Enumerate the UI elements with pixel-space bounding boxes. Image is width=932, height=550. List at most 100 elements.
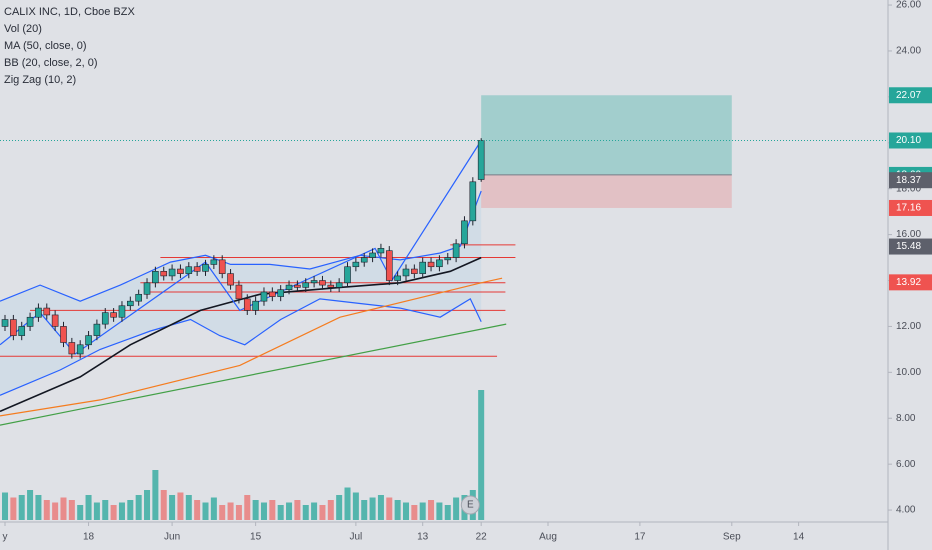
candle-body [377, 248, 385, 254]
candle-body [294, 284, 301, 288]
x-tick-label: 17 [634, 532, 646, 543]
legend-text: BB (20, close, 2, 0) [4, 57, 98, 69]
price-badge [889, 274, 932, 291]
indicator-line [0, 256, 482, 413]
volume-bar [235, 505, 242, 520]
volume-bar [260, 502, 267, 520]
candle-body [477, 140, 485, 180]
y-tick-label: 10.00 [896, 367, 921, 378]
volume-bar [327, 500, 334, 520]
candle-body [118, 305, 126, 318]
candle-body [327, 284, 335, 288]
candle-body [168, 268, 176, 277]
candle-body [452, 243, 460, 258]
volume-bar [10, 497, 17, 520]
candle-body [360, 257, 368, 263]
x-tick-label: 18 [83, 532, 95, 543]
candle-body [110, 312, 117, 318]
legend-text: Zig Zag (10, 2) [4, 74, 76, 86]
candle-body [352, 261, 360, 268]
volume-bar [377, 495, 384, 520]
x-tick-label: Sep [723, 532, 741, 543]
volume-bar [77, 505, 84, 520]
volume-bar [68, 500, 75, 520]
volume-bar [411, 505, 418, 520]
volume-bar [43, 500, 50, 520]
candle-body [419, 261, 427, 274]
candle-body [252, 300, 259, 311]
volume-bar [436, 502, 443, 520]
volume-bar [361, 500, 368, 520]
candle-body [402, 268, 410, 277]
candle-body [344, 266, 351, 284]
x-tick-label: 15 [250, 532, 262, 543]
y-tick-label: 8.00 [896, 413, 916, 424]
position-stop [481, 174, 732, 208]
volume-bar [194, 500, 201, 520]
volume-bar [127, 500, 134, 520]
candle-body [394, 275, 401, 281]
volume-bar [394, 500, 401, 520]
legend-text: Vol (20) [4, 23, 42, 35]
candle-body [310, 280, 318, 284]
candle-body [427, 261, 435, 268]
volume-bar [453, 497, 460, 520]
price-badge [889, 132, 932, 149]
candle-body [93, 323, 101, 336]
candle-body [85, 335, 92, 346]
candle-body [302, 282, 310, 288]
volume-bar [294, 500, 301, 520]
volume-bar [135, 495, 142, 520]
y-tick-label: 16.00 [896, 229, 921, 240]
x-tick-label: 13 [417, 532, 429, 543]
candle-body [269, 291, 276, 297]
candle-body [60, 326, 67, 343]
price-badge-label: 17.16 [896, 203, 921, 214]
x-tick-label: Jun [164, 532, 180, 543]
candle-body [436, 259, 443, 268]
price-badge-label: 22.07 [896, 90, 921, 101]
volume-bar [210, 497, 217, 520]
candle-body [461, 220, 468, 245]
candle-body [210, 259, 218, 265]
candle-body [101, 312, 109, 325]
volume-bar [60, 497, 67, 520]
candle-body [243, 298, 251, 311]
candle-body [277, 289, 284, 297]
candle-body [68, 342, 76, 355]
indicator-line [0, 323, 507, 426]
y-tick-label: 6.00 [896, 459, 916, 470]
candle-body [143, 282, 151, 295]
earnings-label: E [467, 500, 474, 511]
candle-body [227, 273, 234, 286]
candle-body [76, 344, 84, 355]
volume-bar [35, 495, 42, 520]
candle-body [26, 316, 34, 327]
price-badge [889, 172, 932, 189]
plot: E [0, 95, 888, 520]
candle-body [202, 264, 209, 272]
volume-bar [85, 495, 92, 520]
y-tick-label: 12.00 [896, 321, 921, 332]
volume-bar [336, 495, 343, 520]
candle-body [285, 284, 293, 290]
candle-body [1, 319, 9, 327]
x-tick-label: Jul [349, 532, 362, 543]
volume-bar [478, 390, 485, 520]
volume-bar [185, 495, 192, 520]
volume-bar [202, 502, 209, 520]
price-badge [889, 87, 932, 104]
candle-body [385, 250, 393, 281]
candle-body [260, 291, 268, 302]
volume-bar [27, 490, 34, 520]
x-tick-label: y [3, 532, 8, 543]
price-badge-label: 15.48 [896, 241, 921, 252]
volume-bar [152, 470, 159, 520]
candle-body [469, 181, 477, 222]
volume-bar [244, 495, 251, 520]
volume-bar [144, 490, 151, 520]
volume-bar [102, 500, 109, 520]
x-tick-label: Aug [539, 532, 557, 543]
earnings-marker [460, 495, 480, 515]
volume-bar [110, 505, 117, 520]
